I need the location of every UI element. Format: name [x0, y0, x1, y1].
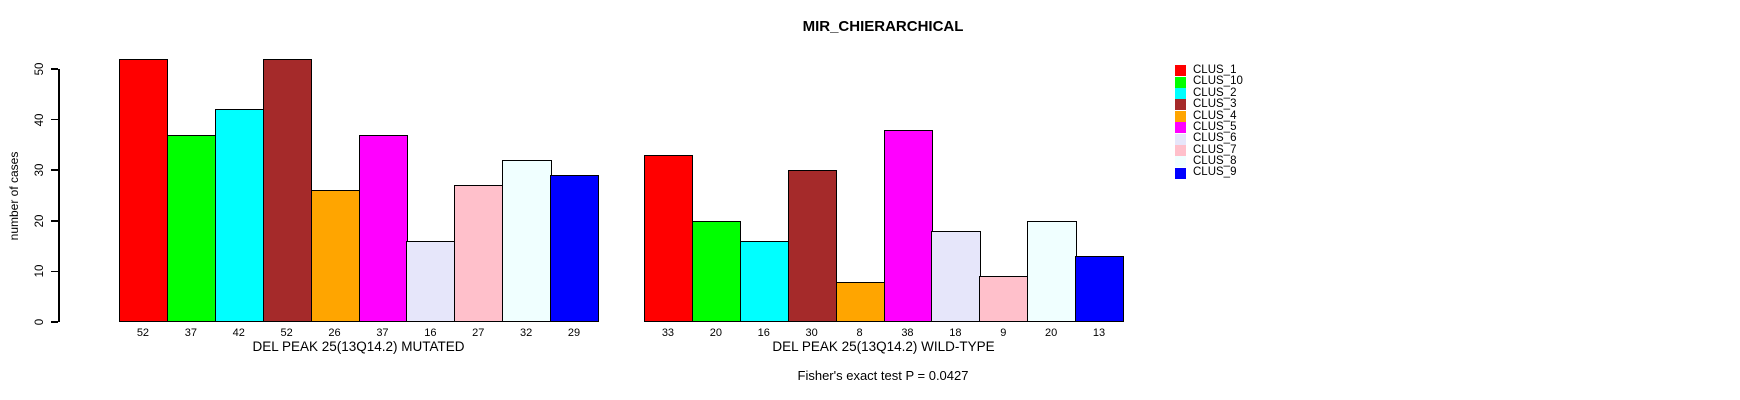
group-label-mutated: DEL PEAK 25(13Q14.2) MUTATED	[252, 339, 465, 354]
bar-value-label: 52	[280, 327, 293, 339]
bar-clus_8	[502, 160, 552, 322]
legend: CLUS_1 CLUS_10 CLUS_2 CLUS_3 CLUS_4 CLUS_5 CLU…	[1175, 63, 1243, 179]
y-tick-label: 0	[34, 318, 46, 326]
bar-value-label: 29	[567, 327, 581, 339]
bar-clus_8	[1027, 220, 1077, 322]
bar-clus_4	[835, 281, 885, 322]
bar-clus_2	[739, 241, 790, 322]
legend-label: CLUS_2	[1193, 86, 1237, 99]
bar-value-label: 30	[805, 327, 818, 339]
bar-value-label: 9	[1000, 327, 1007, 339]
y-tick-label: 40	[34, 113, 46, 126]
legend-label: CLUS_1	[1193, 63, 1237, 76]
legend-swatch	[1175, 99, 1186, 111]
y-tick-label: 20	[34, 214, 46, 228]
legend-swatch	[1175, 122, 1186, 134]
bar-value-label: 37	[376, 327, 389, 339]
bar-value-label: 13	[1092, 327, 1106, 339]
y-tick-mark	[51, 220, 58, 222]
bar-value-label: 20	[1045, 327, 1058, 339]
bar-clus_3	[262, 58, 313, 322]
bar-clus_7	[979, 276, 1029, 322]
legend-label: CLUS_5	[1193, 120, 1237, 133]
bar-value-label: 27	[472, 327, 485, 339]
legend-item: CLUS_9	[1175, 166, 1243, 179]
legend-item: CLUS_5	[1175, 120, 1243, 134]
legend-swatch	[1175, 110, 1186, 122]
bar-value-label: 16	[757, 327, 770, 339]
bar-clus_1	[644, 155, 694, 322]
legend-label: CLUS_6	[1193, 132, 1237, 145]
legend-item: CLUS_10	[1175, 75, 1243, 88]
bar-clus_9	[1075, 256, 1125, 322]
legend-item: CLUS_2	[1175, 86, 1243, 99]
bar-clus_5	[883, 129, 933, 322]
y-axis-line	[58, 69, 60, 322]
legend-swatch	[1175, 156, 1186, 168]
bar-value-label: 38	[901, 327, 914, 339]
bar-clus_6	[931, 230, 981, 322]
bar-value-label: 32	[520, 327, 533, 339]
legend-label: CLUS_3	[1193, 98, 1237, 111]
bar-value-label: 18	[949, 327, 962, 339]
legend-label: CLUS_7	[1193, 143, 1237, 156]
legend-swatch	[1175, 133, 1186, 145]
legend-swatch	[1175, 167, 1186, 179]
legend-label: CLUS_10	[1193, 75, 1243, 88]
y-tick-mark	[51, 270, 58, 273]
bar-clus_7	[454, 185, 504, 322]
bar-clus_6	[406, 241, 456, 322]
bar-clus_2	[214, 109, 265, 322]
y-tick-mark	[51, 321, 58, 323]
legend-label: CLUS_8	[1193, 155, 1237, 168]
bar-value-label: 16	[424, 327, 437, 339]
legend-item: CLUS_1	[1175, 63, 1243, 77]
bar-value-label: 26	[328, 327, 341, 339]
bar-clus_10	[691, 220, 742, 322]
legend-swatch	[1175, 144, 1186, 156]
y-axis-label: number of cases	[7, 151, 21, 241]
legend-swatch	[1175, 76, 1186, 88]
legend-item: CLUS_8	[1175, 155, 1243, 168]
bar-value-label: 33	[661, 327, 675, 339]
legend-swatch	[1175, 65, 1186, 77]
fisher-test-annotation: Fisher's exact test P = 0.0427	[797, 368, 969, 383]
legend-item: CLUS_3	[1175, 98, 1243, 111]
bar-value-label: 42	[232, 327, 245, 339]
bar-value-label: 52	[136, 327, 150, 339]
bar-clus_3	[787, 170, 838, 322]
bar-value-label: 8	[856, 327, 863, 339]
y-tick-mark	[51, 169, 58, 171]
y-tick-label: 30	[34, 163, 46, 177]
bar-clus_1	[119, 58, 169, 322]
legend-item: CLUS_4	[1175, 109, 1243, 122]
legend-label: CLUS_4	[1193, 109, 1237, 122]
group-label-wildtype: DEL PEAK 25(13Q14.2) WILD-TYPE	[772, 339, 995, 354]
bar-clus_10	[166, 134, 217, 322]
chart-title: MIR_CHIERARCHICAL	[802, 18, 964, 35]
legend-swatch	[1175, 87, 1186, 99]
bar-clus_5	[358, 134, 408, 322]
bar-clus_9	[550, 175, 600, 322]
y-tick-mark	[51, 68, 58, 70]
y-tick-mark	[51, 118, 58, 121]
bar-value-label: 37	[184, 327, 197, 339]
legend-item: CLUS_7	[1175, 143, 1243, 156]
legend-label: CLUS_9	[1193, 166, 1237, 179]
y-tick-label: 50	[34, 62, 46, 76]
bar-value-label: 20	[709, 327, 722, 339]
bar-clus_4	[310, 190, 360, 322]
legend-item: CLUS_6	[1175, 132, 1243, 145]
y-tick-label: 10	[34, 264, 46, 278]
